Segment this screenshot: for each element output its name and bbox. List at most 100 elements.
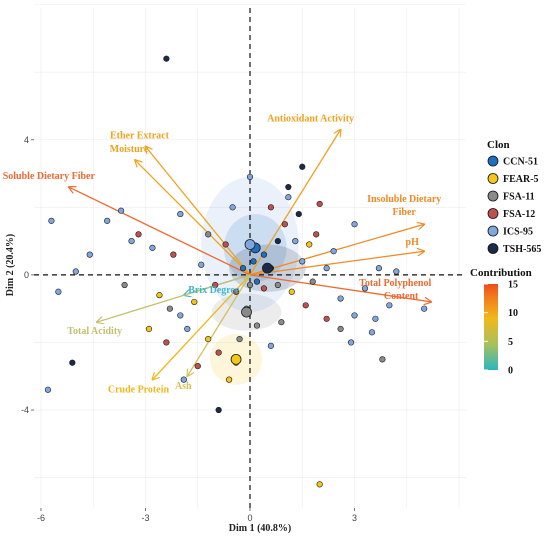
contribution-gradient-bar xyxy=(484,284,498,370)
point-ics-95 xyxy=(375,265,383,272)
point-ccn-51 xyxy=(253,278,261,285)
point-fsa-11 xyxy=(278,319,285,326)
x-tick-label: -3 xyxy=(141,513,149,523)
point-fear-5 xyxy=(156,292,163,299)
point-fsa-11 xyxy=(205,231,212,238)
point-ics-95 xyxy=(229,204,236,211)
x-axis-title: Dim 1 (40.8%) xyxy=(229,523,292,534)
point-ics-95 xyxy=(184,325,191,333)
point-fsa-12 xyxy=(232,288,240,295)
point-ics-95 xyxy=(48,217,55,224)
label-total-acidity: Total Acidity xyxy=(67,326,122,337)
point-fsa-11 xyxy=(253,322,261,329)
point-tsh-565 xyxy=(295,210,302,218)
y-axis-title: Dim 2 (20.4%) xyxy=(5,234,16,297)
point-ics-95 xyxy=(368,329,376,336)
legend-label-ccn-51: CCN-51 xyxy=(503,157,538,168)
point-fsa-12 xyxy=(222,241,229,248)
arrow-total-acidity xyxy=(97,274,251,322)
axes: -6 -3 0 3 -4 0 4 xyxy=(21,8,466,523)
x-tick-label: 0 xyxy=(247,513,252,523)
point-ics-95 xyxy=(198,261,205,268)
point-tsh-565 xyxy=(69,359,76,366)
legend-swatch-tsh-565 xyxy=(487,243,499,254)
point-ics-95 xyxy=(361,285,369,292)
point-ics-95 xyxy=(330,248,337,255)
x-tick-label: 3 xyxy=(352,513,357,523)
point-ics-95 xyxy=(351,312,358,319)
point-fsa-12 xyxy=(170,251,177,258)
point-ics-95 xyxy=(177,210,184,218)
point-fsa-12 xyxy=(281,221,288,228)
point-ics-95 xyxy=(421,305,428,312)
centroid-fear-5 xyxy=(230,353,242,365)
label-ether-extract: Ether Extract xyxy=(110,131,170,142)
point-fsa-12 xyxy=(163,339,170,346)
legend-swatch-fsa-11 xyxy=(487,190,499,202)
point-ics-95 xyxy=(117,207,125,214)
point-tsh-565 xyxy=(299,163,306,170)
point-ccn-51 xyxy=(260,251,268,258)
label-antioxidant-activity: Antioxidant Activity xyxy=(267,114,354,125)
y-tick-label: 4 xyxy=(24,135,29,145)
point-ics-95 xyxy=(128,238,135,245)
point-ics-95 xyxy=(55,288,62,295)
point-ics-95 xyxy=(177,312,184,319)
point-fsa-11 xyxy=(246,281,254,289)
arrow-ph xyxy=(249,251,424,276)
centroid-fsa-11 xyxy=(241,306,252,318)
point-fear-5 xyxy=(288,288,295,295)
x-tick-label: -6 xyxy=(37,513,45,523)
arrow-ether-extract xyxy=(145,147,251,276)
point-fear-5 xyxy=(205,335,212,343)
legend-swatch-fsa-12 xyxy=(487,208,499,219)
point-ics-95 xyxy=(347,339,355,346)
label-ph: pH xyxy=(406,237,420,248)
contribution-colorbar: Contribution 0 5 10 15 xyxy=(470,267,532,377)
point-ics-95 xyxy=(72,268,79,275)
arrow-soluble-dietary-fiber xyxy=(69,187,251,276)
point-fsa-12 xyxy=(313,231,320,238)
point-tsh-565 xyxy=(274,238,281,245)
point-fsa-12 xyxy=(267,204,275,211)
point-fear-5 xyxy=(316,481,323,488)
label-brix-degree: Brix Degree xyxy=(188,285,240,296)
data-points xyxy=(44,55,428,488)
legend-label-ics-95: ICS-95 xyxy=(503,227,533,238)
point-ics-95 xyxy=(323,265,330,272)
point-fsa-12 xyxy=(194,363,201,370)
label-total-polyphenol-content: Total Polyphenol Content xyxy=(359,278,431,302)
point-ics-95 xyxy=(44,386,52,393)
point-fsa-11 xyxy=(309,278,316,285)
point-ics-95 xyxy=(180,376,187,383)
point-ics-95 xyxy=(267,342,275,349)
point-ics-95 xyxy=(86,251,93,258)
point-ics-95 xyxy=(351,221,358,228)
legend-label-tsh-565: TSH-565 xyxy=(503,244,541,255)
point-fsa-11 xyxy=(121,281,128,289)
point-fsa-12 xyxy=(302,302,309,309)
y-tick-label: 0 xyxy=(24,270,29,280)
legend-title: Clon xyxy=(487,139,510,151)
contribution-title: Contribution xyxy=(470,267,532,279)
legend-swatch-fear-5 xyxy=(487,173,499,184)
label-insoluble-dietary-fiber: Insoluble Dietary Fiber xyxy=(367,194,441,218)
point-ccn-51 xyxy=(250,258,257,265)
legend-swatch-ccn-51 xyxy=(487,155,499,167)
legend-label-fear-5: FEAR-5 xyxy=(503,174,539,185)
point-ics-95 xyxy=(372,315,379,322)
point-tsh-565 xyxy=(285,183,292,191)
variable-labels: Antioxidant Activity Ether Extract Moistur… xyxy=(3,114,442,396)
y-tick-label: -4 xyxy=(21,405,29,415)
arrow-total-polyphenol-content xyxy=(249,274,431,302)
point-tsh-565 xyxy=(215,406,222,414)
arrow-antioxidant-activity xyxy=(249,130,341,276)
point-fsa-11 xyxy=(236,335,243,343)
point-fsa-11 xyxy=(274,281,281,289)
point-fsa-11 xyxy=(166,305,173,312)
label-crude-protein: Crude Protein xyxy=(108,385,170,396)
centroid-tsh-565 xyxy=(262,262,273,274)
point-ics-95 xyxy=(299,258,306,265)
point-ics-95 xyxy=(386,302,393,309)
